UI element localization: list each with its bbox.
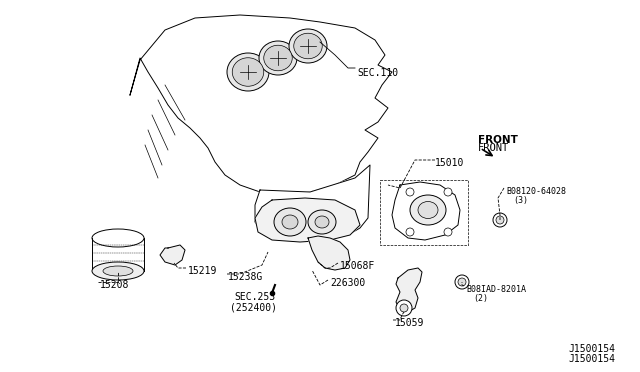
Ellipse shape [418,202,438,218]
Text: J1500154: J1500154 [568,354,615,364]
Circle shape [406,228,414,236]
Ellipse shape [264,45,292,71]
Circle shape [444,188,452,196]
Polygon shape [396,268,422,312]
Ellipse shape [92,262,144,280]
Ellipse shape [282,215,298,229]
Circle shape [493,213,507,227]
Circle shape [455,275,469,289]
Polygon shape [255,165,370,240]
Ellipse shape [410,195,446,225]
Ellipse shape [308,210,336,234]
Text: 15010: 15010 [435,158,465,168]
Ellipse shape [227,53,269,91]
Text: SEC.253: SEC.253 [234,292,275,302]
Text: (2): (2) [473,294,488,303]
Ellipse shape [259,41,297,75]
Circle shape [406,188,414,196]
Circle shape [444,228,452,236]
Text: 15068F: 15068F [340,261,375,271]
Ellipse shape [294,33,323,59]
Text: 15059: 15059 [395,318,424,328]
Circle shape [496,216,504,224]
Ellipse shape [315,216,329,228]
Ellipse shape [103,266,133,276]
Ellipse shape [232,58,264,86]
Ellipse shape [92,229,144,247]
Text: B08120-64028: B08120-64028 [506,187,566,196]
Circle shape [458,278,466,286]
Circle shape [400,304,408,312]
Text: J1500154: J1500154 [568,344,615,354]
Text: FRONT: FRONT [478,135,518,145]
Polygon shape [255,198,360,242]
Text: (3): (3) [513,196,528,205]
Text: SEC.110: SEC.110 [357,68,398,78]
Text: FRONT: FRONT [478,143,509,153]
Polygon shape [308,236,350,270]
Text: 15208: 15208 [100,280,129,290]
Text: (252400): (252400) [230,303,277,313]
Ellipse shape [274,208,306,236]
Polygon shape [92,238,144,271]
Text: 226300: 226300 [330,278,365,288]
Polygon shape [392,182,460,240]
Polygon shape [160,245,185,265]
Ellipse shape [289,29,327,63]
Circle shape [396,300,412,316]
Text: B08IAD-8201A: B08IAD-8201A [466,285,526,294]
Polygon shape [130,15,392,195]
Text: 15238G: 15238G [228,272,263,282]
Text: 15219: 15219 [188,266,218,276]
